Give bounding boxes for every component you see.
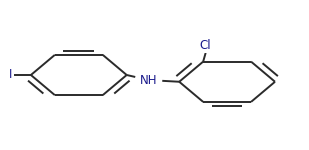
Text: NH: NH	[140, 74, 158, 87]
Text: I: I	[9, 69, 13, 81]
Text: Cl: Cl	[200, 39, 211, 52]
